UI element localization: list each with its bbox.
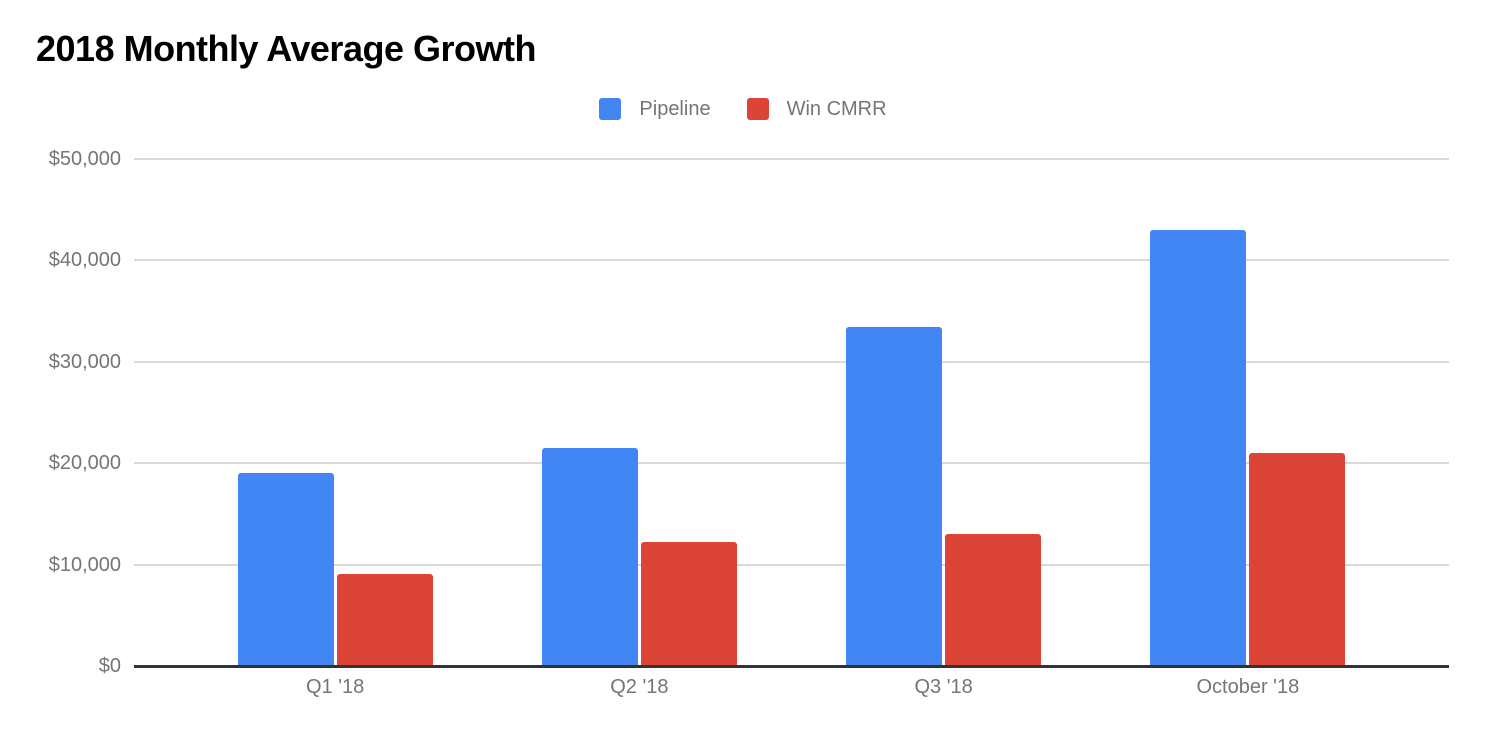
- bar-pipeline-q1-18[interactable]: [237, 473, 334, 667]
- y-axis-tick-label: $40,000: [48, 249, 121, 272]
- gridline-40000: [134, 259, 1449, 262]
- chart-title: 2018 Monthly Average Growth: [36, 28, 536, 69]
- x-axis-label-q3-18: Q3 '18: [914, 676, 973, 698]
- legend-label-win-cmrr: Win CMRR: [786, 98, 887, 120]
- gridline-50000: [134, 158, 1449, 160]
- gridline-30000: [134, 360, 1449, 363]
- y-axis-tick-label: $10,000: [48, 553, 121, 576]
- y-axis-tick-label: $20,000: [48, 452, 121, 475]
- legend-item-pipeline: Pipeline: [599, 97, 711, 121]
- pipeline-swatch-icon: [599, 98, 622, 120]
- bar-pipeline-october-18[interactable]: [1150, 229, 1247, 667]
- y-axis-tick-label: $50,000: [48, 148, 121, 170]
- bar-win-cmrr-q2-18[interactable]: [640, 542, 737, 667]
- x-axis-label-q2-18: Q2 '18: [610, 676, 669, 698]
- x-axis-label-october-18: October '18: [1196, 676, 1300, 698]
- legend-item-win-cmrr: Win CMRR: [746, 97, 887, 121]
- gridline-10000: [134, 563, 1449, 566]
- gridline-20000: [134, 462, 1449, 465]
- bar-pipeline-q2-18[interactable]: [541, 447, 638, 667]
- x-axis-label-q1-18: Q1 '18: [305, 676, 365, 698]
- bar-win-cmrr-q3-18[interactable]: [945, 534, 1042, 667]
- bar-win-cmrr-october-18[interactable]: [1249, 453, 1346, 667]
- win-cmrr-swatch-icon: [746, 98, 769, 120]
- x-axis-baseline: [134, 665, 1449, 668]
- bar-pipeline-q3-18[interactable]: [846, 327, 943, 667]
- legend-label-pipeline: Pipeline: [639, 98, 711, 120]
- y-axis-tick-label: $0: [98, 655, 121, 677]
- y-axis-tick-label: $30,000: [48, 350, 121, 373]
- legend: Pipeline Win CMRR: [0, 97, 1486, 121]
- bar-win-cmrr-q1-18[interactable]: [336, 573, 433, 667]
